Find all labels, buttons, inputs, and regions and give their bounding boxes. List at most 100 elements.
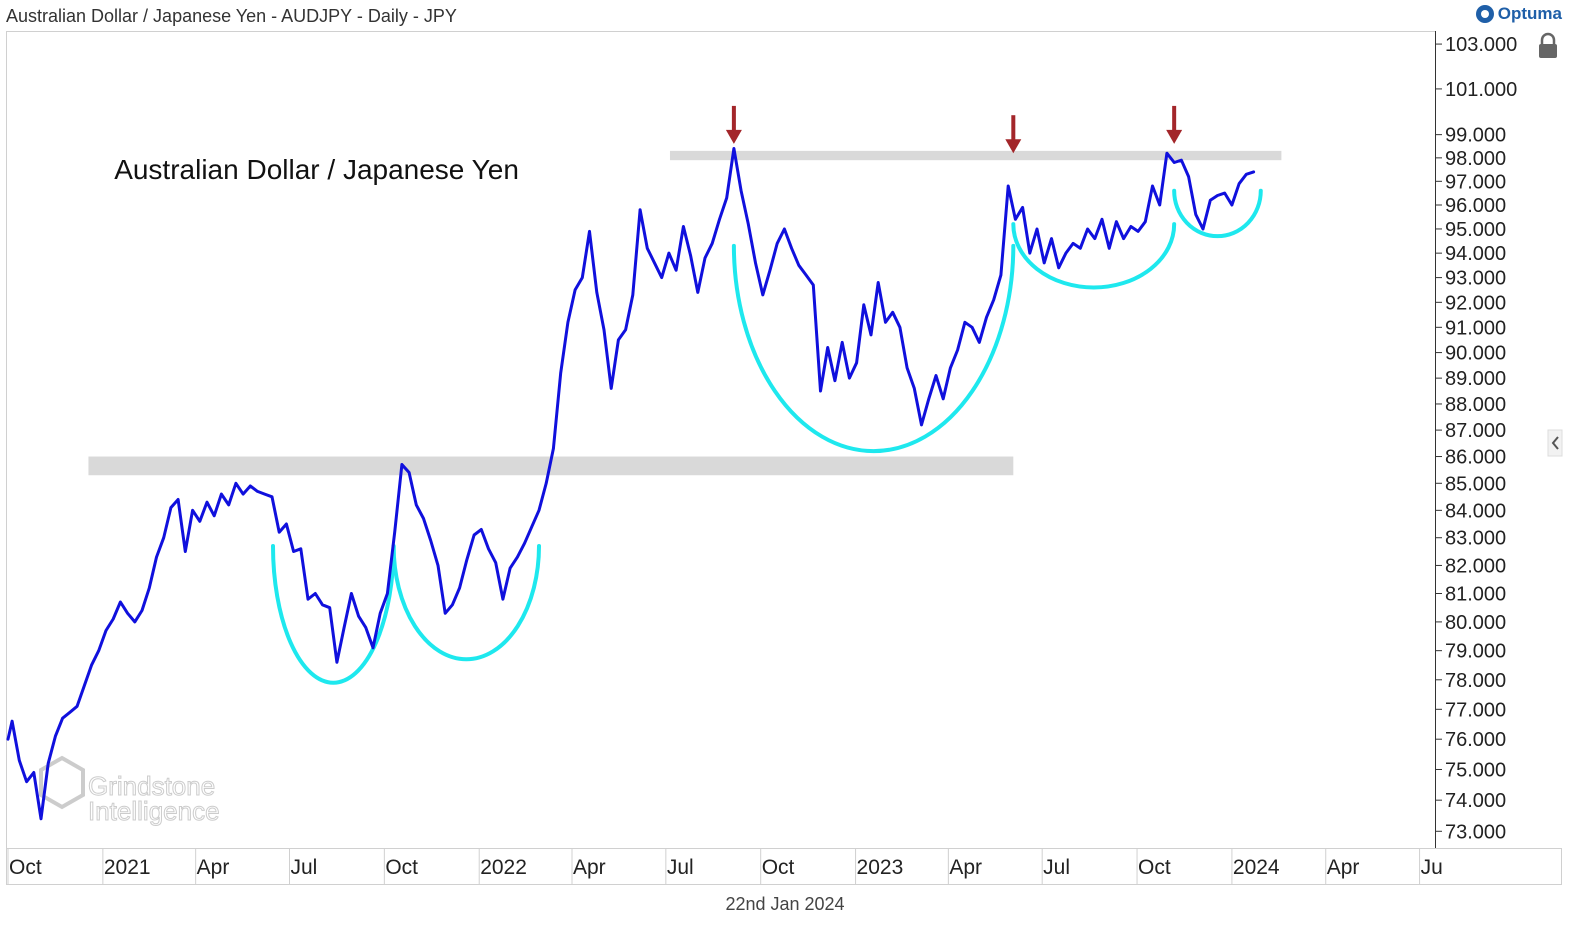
data-point	[133, 620, 136, 624]
data-point	[241, 492, 245, 496]
data-point	[487, 547, 490, 550]
data-point	[227, 503, 230, 507]
y-tick-label: 96.000	[1445, 195, 1506, 217]
data-point	[761, 293, 764, 297]
data-point	[306, 598, 310, 601]
optuma-logo-icon	[1475, 5, 1494, 23]
y-tick-label: 86.000	[1445, 447, 1506, 469]
x-tick-label: Oct	[1138, 856, 1171, 879]
data-point	[703, 256, 707, 260]
data-point	[516, 555, 519, 559]
y-tick-label: 92.000	[1445, 292, 1506, 314]
lock-icon[interactable]	[1539, 32, 1557, 58]
data-point	[1122, 237, 1125, 240]
y-tick-label: 93.000	[1445, 268, 1506, 290]
data-point	[400, 463, 404, 466]
x-tick-label: Apr	[1327, 856, 1360, 879]
y-tick-label: 99.000	[1445, 125, 1506, 147]
x-tick-label: Apr	[197, 856, 230, 879]
data-point	[278, 531, 281, 534]
data-point	[646, 247, 649, 250]
resistance-band-1	[669, 150, 1282, 161]
data-point	[1173, 161, 1176, 164]
data-point	[595, 291, 598, 294]
data-point	[54, 735, 57, 738]
data-point	[97, 649, 100, 652]
data-point	[559, 371, 562, 375]
data-point	[696, 291, 699, 294]
data-point	[602, 328, 606, 331]
data-point	[653, 261, 656, 265]
x-tick-label: Apr	[949, 856, 982, 879]
y-tick-label: 95.000	[1445, 219, 1506, 241]
data-point	[169, 506, 173, 509]
data-point	[617, 338, 620, 342]
brand-name: Optuma	[1497, 4, 1562, 23]
data-point	[963, 321, 967, 324]
data-point	[537, 509, 541, 512]
data-point	[1245, 173, 1248, 176]
y-tick-label: 103.000	[1445, 34, 1517, 56]
watermark-logo-icon	[39, 755, 85, 810]
y-tick-label: 78.000	[1445, 670, 1506, 692]
data-point	[176, 498, 180, 501]
data-point	[39, 817, 43, 820]
data-point	[140, 609, 144, 612]
data-point	[797, 264, 800, 267]
y-tick-label: 87.000	[1445, 420, 1506, 442]
data-point	[256, 490, 259, 493]
data-point	[776, 242, 779, 245]
data-point	[371, 646, 375, 649]
data-point	[126, 612, 129, 615]
data-point	[379, 612, 382, 615]
data-point	[747, 222, 750, 226]
data-point	[718, 218, 721, 221]
data-point	[1086, 227, 1089, 231]
data-point	[1187, 175, 1190, 178]
data-point	[1035, 227, 1039, 231]
pattern-arc-1	[391, 544, 542, 662]
data-point	[877, 281, 880, 284]
data-point	[357, 615, 360, 618]
data-point	[826, 346, 829, 349]
watermark: Grindstone Intelligence	[39, 755, 220, 827]
x-tick-label: Oct	[385, 856, 418, 879]
data-point	[415, 503, 418, 507]
chevron-left-icon[interactable]	[1547, 429, 1563, 457]
data-point	[1043, 261, 1046, 265]
x-tick-label: Apr	[573, 856, 606, 879]
data-point	[6, 738, 10, 741]
data-point	[472, 533, 476, 537]
data-point	[321, 603, 324, 606]
x-tick-label: 2023	[857, 856, 904, 879]
data-point	[913, 387, 916, 390]
data-point	[386, 592, 389, 595]
pattern-arc-0	[270, 544, 396, 685]
down-arrow-icon	[725, 105, 742, 144]
data-point	[1216, 194, 1219, 197]
watermark-line2: Intelligence	[88, 796, 220, 826]
data-point	[494, 561, 497, 564]
data-point	[104, 629, 108, 632]
data-point	[523, 542, 526, 545]
data-point	[18, 759, 21, 762]
data-point	[1230, 203, 1234, 207]
data-point	[725, 196, 728, 200]
data-point	[75, 705, 79, 708]
data-point	[1136, 230, 1140, 233]
data-point	[985, 316, 988, 319]
data-point	[155, 555, 158, 559]
y-tick-label: 91.000	[1445, 317, 1506, 339]
chart-date: 22nd Jan 2024	[725, 894, 845, 914]
data-point	[112, 617, 115, 621]
data-point	[934, 374, 938, 377]
data-point	[1194, 213, 1198, 216]
data-point	[191, 509, 194, 512]
data-point	[1057, 266, 1060, 269]
data-point	[869, 333, 873, 337]
data-point	[508, 567, 512, 570]
data-point	[1100, 218, 1104, 221]
y-tick-label: 80.000	[1445, 612, 1506, 634]
y-tick-label: 83.000	[1445, 528, 1506, 550]
